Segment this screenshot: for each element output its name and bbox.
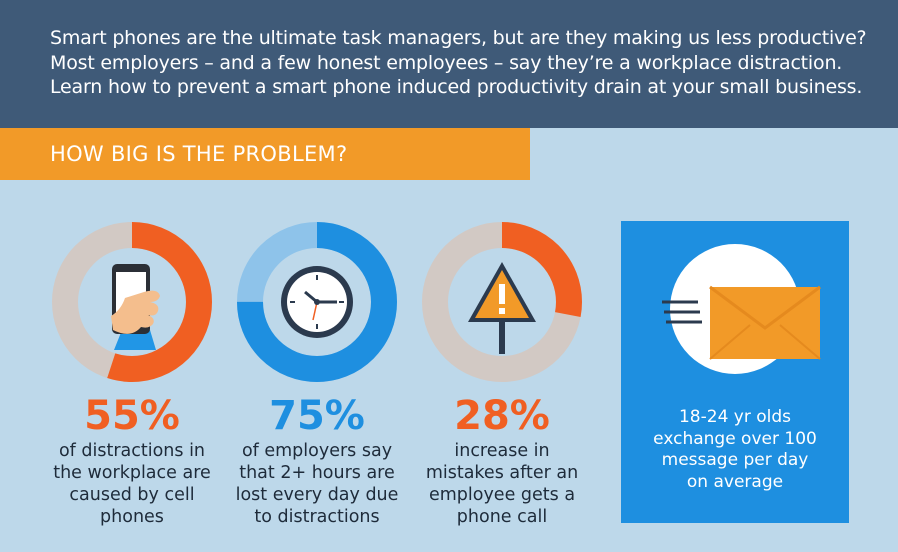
- description-line: exchange over 100: [653, 428, 817, 449]
- distractions-donut: [52, 222, 212, 382]
- description-line: to distractions: [254, 507, 380, 527]
- description-line: message per day: [661, 450, 809, 470]
- speed-lines: [662, 300, 702, 324]
- section-banner: HOW BIG IS THE PROBLEM?: [0, 128, 530, 180]
- description-line: phones: [100, 507, 164, 527]
- description-line: employee gets a: [428, 485, 576, 505]
- mistakes-donut: [422, 222, 582, 382]
- description-line: caused by cell: [69, 485, 195, 505]
- employers-arc: [237, 222, 397, 382]
- employers-donut: [237, 222, 397, 382]
- distractions-percent: 55%: [84, 393, 180, 439]
- description-line: 18-24 yr olds: [678, 407, 792, 427]
- intro-line-3: Learn how to prevent a smart phone induc…: [50, 76, 863, 98]
- employers-description: of employers say that 2+ hours are lost …: [217, 440, 417, 528]
- distractions-description: of distractions in the workplace are cau…: [32, 440, 232, 528]
- description-line: that 2+ hours are: [239, 463, 395, 483]
- mistakes-description: increase in mistakes after an employee g…: [402, 440, 602, 528]
- description-line: increase in: [454, 441, 550, 461]
- intro-line-2: Most employers – and a few honest employ…: [50, 51, 843, 74]
- description-line: the workplace are: [53, 463, 211, 483]
- description-line: phone call: [456, 507, 548, 527]
- mistakes-arc: [422, 222, 582, 382]
- message-description: 18-24 yr olds exchange over 100 message …: [621, 407, 849, 493]
- intro-header: [0, 0, 898, 128]
- intro-line-1: Smart phones are the ultimate task manag…: [50, 27, 867, 49]
- envelope-icon: [662, 285, 821, 360]
- description-line: lost every day due: [235, 485, 399, 505]
- employers-percent: 75%: [269, 393, 365, 439]
- description-line: on average: [686, 471, 784, 492]
- smartphone-hand-icon: [111, 264, 160, 350]
- description-line: of distractions in: [58, 441, 206, 461]
- description-line: of employers say: [241, 441, 393, 461]
- mistakes-percent: 28%: [454, 393, 550, 439]
- clock-icon: [281, 266, 353, 338]
- section-title: HOW BIG IS THE PROBLEM?: [50, 142, 348, 166]
- description-line: mistakes after an: [425, 463, 579, 483]
- distractions-arc: [52, 222, 212, 382]
- intro-text: Smart phones are the ultimate task manag…: [50, 26, 880, 100]
- warning-sign-icon: [468, 262, 536, 354]
